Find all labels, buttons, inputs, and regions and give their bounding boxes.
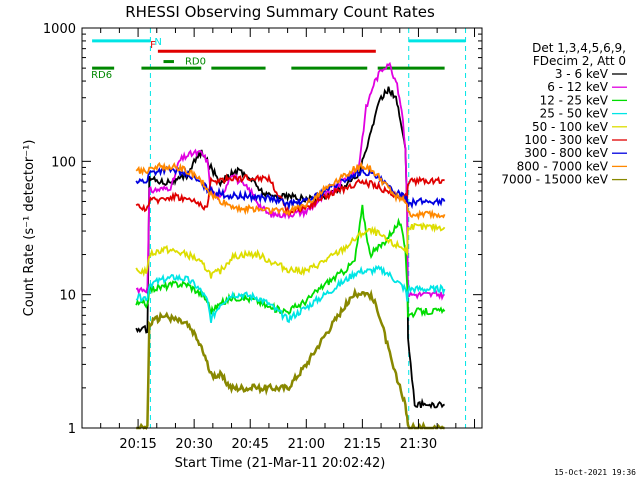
legend-header-0: Det 1,3,4,5,6,9, [532, 41, 626, 55]
chart-title: RHESSI Observing Summary Count Rates [125, 3, 435, 21]
legend-label-2: 6 - 12 keV [547, 80, 609, 94]
y-tick-label-1: 10 [59, 289, 76, 304]
y-tick-label-3: 1000 [43, 22, 76, 37]
flag-label-n: N [154, 37, 161, 48]
flag-label-f: F [150, 40, 156, 51]
flag-label-rd6: RD6 [91, 70, 112, 81]
y-tick-label-2: 100 [51, 155, 76, 170]
legend-label-9: 7000 - 15000 keV [501, 173, 608, 187]
legend-header-1: FDecim 2, Att 0 [533, 54, 626, 68]
series-line-3 [135, 204, 446, 319]
series-line-2 [135, 61, 445, 301]
legend-label-3: 12 - 25 keV [540, 93, 609, 107]
legend-label-8: 800 - 7000 keV [517, 159, 609, 173]
x-tick-label-1: 20:30 [175, 437, 212, 452]
legend-label-6: 100 - 300 keV [524, 133, 608, 147]
x-tick-label-0: 20:15 [119, 437, 156, 452]
x-tick-label-2: 20:45 [231, 437, 268, 452]
plot-area: NF RD0 RD6 [91, 28, 467, 430]
legend-label-5: 50 - 100 keV [532, 120, 609, 134]
legend-label-1: 3 - 6 keV [555, 67, 609, 81]
y-axis-label: Count Rate (s⁻¹ detector⁻¹) [22, 140, 37, 317]
series-line-9 [136, 287, 445, 430]
flag-label-rd0: RD0 [185, 57, 206, 68]
legend-label-4: 25 - 50 keV [540, 107, 609, 121]
plot-frame [81, 27, 483, 429]
series-line-5 [135, 221, 446, 279]
series-line-8 [135, 161, 446, 221]
legend: Det 1,3,4,5,6,9,FDecim 2, Att 03 - 6 keV… [501, 41, 627, 187]
x-axis: 20:15 20:30 20:45 21:00 21:15 21:30 [100, 28, 476, 452]
x-axis-label: Start Time (21-Mar-11 20:02:42) [175, 456, 386, 471]
y-axis: 1 10 100 1000 [43, 22, 482, 437]
legend-label-7: 300 - 800 keV [524, 146, 608, 160]
timestamp-label: 15-Oct-2021 19:36 [554, 468, 636, 477]
series-line-4 [135, 264, 446, 324]
x-tick-label-5: 21:30 [400, 437, 437, 452]
x-tick-label-4: 21:15 [344, 437, 381, 452]
y-tick-label-0: 1 [68, 422, 76, 437]
x-tick-label-3: 21:00 [288, 437, 325, 452]
